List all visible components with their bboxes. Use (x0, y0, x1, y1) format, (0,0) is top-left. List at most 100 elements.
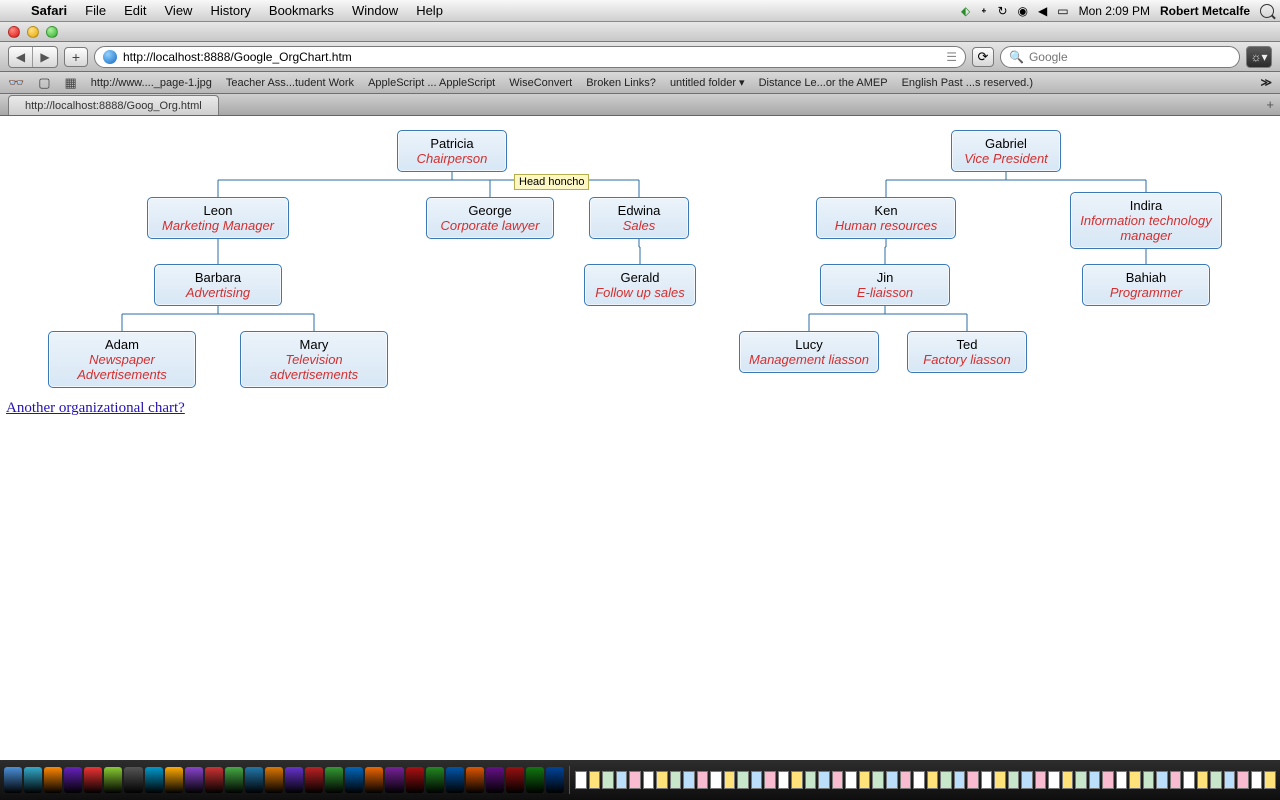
back-button[interactable]: ◀ (9, 47, 33, 67)
zoom-button[interactable] (46, 26, 58, 38)
dock-app-icon[interactable] (104, 767, 122, 793)
dock-app-icon[interactable] (325, 767, 343, 793)
dock-minimized-window[interactable] (1264, 771, 1276, 789)
dock-minimized-window[interactable] (886, 771, 898, 789)
dock-minimized-window[interactable] (1143, 771, 1155, 789)
spotlight-icon[interactable] (1260, 4, 1274, 18)
dock-minimized-window[interactable] (683, 771, 695, 789)
dock-app-icon[interactable] (285, 767, 303, 793)
org-node-bahiah[interactable]: BahiahProgrammer (1082, 264, 1210, 306)
dock-minimized-window[interactable] (805, 771, 817, 789)
dock-minimized-window[interactable] (575, 771, 587, 789)
dock-app-icon[interactable] (446, 767, 464, 793)
dock-minimized-window[interactable] (832, 771, 844, 789)
org-node-barbara[interactable]: BarbaraAdvertising (154, 264, 282, 306)
dock-minimized-window[interactable] (791, 771, 803, 789)
dock-minimized-window[interactable] (1210, 771, 1222, 789)
dock-app-icon[interactable] (426, 767, 444, 793)
dropbox-status-icon[interactable]: ⬖ (961, 4, 970, 18)
dock-minimized-window[interactable] (602, 771, 614, 789)
dock-app-icon[interactable] (345, 767, 363, 793)
bookmark-item[interactable]: English Past ...s reserved.) (902, 77, 1033, 89)
reading-list-icon[interactable]: 👓 (8, 75, 24, 91)
dock-minimized-window[interactable] (643, 771, 655, 789)
dock-minimized-window[interactable] (818, 771, 830, 789)
bookmark-item[interactable]: Distance Le...or the AMEP (759, 77, 888, 89)
dock-minimized-window[interactable] (1048, 771, 1060, 789)
dock-minimized-window[interactable] (616, 771, 628, 789)
dock-app-icon[interactable] (506, 767, 524, 793)
dock-minimized-window[interactable] (629, 771, 641, 789)
dock-minimized-window[interactable] (1237, 771, 1249, 789)
org-node-indira[interactable]: IndiraInformation technology manager (1070, 192, 1222, 249)
dock-app-icon[interactable] (145, 767, 163, 793)
search-input[interactable] (1029, 50, 1231, 64)
dock-app-icon[interactable] (305, 767, 323, 793)
new-tab-button[interactable]: + (1266, 97, 1274, 112)
menubar-clock[interactable]: Mon 2:09 PM (1079, 4, 1150, 18)
file-menu[interactable]: File (76, 3, 115, 18)
dock-minimized-window[interactable] (697, 771, 709, 789)
dock-minimized-window[interactable] (670, 771, 682, 789)
dock-app-icon[interactable] (4, 767, 22, 793)
dock-minimized-window[interactable] (1035, 771, 1047, 789)
dock-minimized-window[interactable] (656, 771, 668, 789)
timemachine-status-icon[interactable]: ↻ (997, 4, 1007, 18)
dock-minimized-window[interactable] (981, 771, 993, 789)
bookmark-item[interactable]: http://www...._page-1.jpg (91, 77, 212, 89)
view-menu[interactable]: View (156, 3, 202, 18)
dock-minimized-window[interactable] (872, 771, 884, 789)
org-node-jin[interactable]: JinE-liaisson (820, 264, 950, 306)
org-node-edwina[interactable]: EdwinaSales (589, 197, 689, 239)
browser-tab[interactable]: http://localhost:8888/Goog_Org.html (8, 95, 219, 115)
org-node-patricia[interactable]: PatriciaChairperson (397, 130, 507, 172)
history-menu[interactable]: History (201, 3, 259, 18)
dock-minimized-window[interactable] (1170, 771, 1182, 789)
bookmark-item[interactable]: AppleScript ... AppleScript (368, 77, 495, 89)
dock-minimized-window[interactable] (845, 771, 857, 789)
dock-app-icon[interactable] (365, 767, 383, 793)
dock-minimized-window[interactable] (589, 771, 601, 789)
bookmark-item[interactable]: Broken Links? (586, 77, 656, 89)
topsites-icon[interactable]: ▦ (64, 75, 76, 91)
dock-minimized-window[interactable] (737, 771, 749, 789)
bookmarks-overflow-icon[interactable]: ≫ (1260, 76, 1272, 89)
dock-minimized-window[interactable] (778, 771, 790, 789)
app-menu[interactable]: Safari (22, 3, 76, 18)
dock-app-icon[interactable] (265, 767, 283, 793)
dock-app-icon[interactable] (546, 767, 564, 793)
dock-app-icon[interactable] (205, 767, 223, 793)
bookmark-item[interactable]: WiseConvert (509, 77, 572, 89)
dock-minimized-window[interactable] (710, 771, 722, 789)
help-menu[interactable]: Help (407, 3, 452, 18)
dock-app-icon[interactable] (165, 767, 183, 793)
dock-app-icon[interactable] (64, 767, 82, 793)
dock-minimized-window[interactable] (1062, 771, 1074, 789)
dock-minimized-window[interactable] (1129, 771, 1141, 789)
minimize-button[interactable] (27, 26, 39, 38)
dock-app-icon[interactable] (225, 767, 243, 793)
dock-minimized-window[interactable] (1183, 771, 1195, 789)
dock-minimized-window[interactable] (940, 771, 952, 789)
dock-minimized-window[interactable] (927, 771, 939, 789)
dock-app-icon[interactable] (526, 767, 544, 793)
dock-minimized-window[interactable] (913, 771, 925, 789)
dock-minimized-window[interactable] (1224, 771, 1236, 789)
address-bar[interactable]: http://localhost:8888/Google_OrgChart.ht… (94, 46, 966, 68)
show-bookmarks-icon[interactable]: ▢ (38, 75, 50, 91)
dock-app-icon[interactable] (84, 767, 102, 793)
dock-minimized-window[interactable] (900, 771, 912, 789)
dock-minimized-window[interactable] (967, 771, 979, 789)
reader-rss-icon[interactable]: ☰ (946, 50, 957, 64)
dock-minimized-window[interactable] (1116, 771, 1128, 789)
dock-app-icon[interactable] (245, 767, 263, 793)
dock-app-icon[interactable] (24, 767, 42, 793)
dock-app-icon[interactable] (385, 767, 403, 793)
dock-minimized-window[interactable] (724, 771, 736, 789)
dock-app-icon[interactable] (44, 767, 62, 793)
dock-app-icon[interactable] (466, 767, 484, 793)
another-chart-link[interactable]: Another organizational chart? (6, 400, 185, 417)
dock-minimized-window[interactable] (859, 771, 871, 789)
forward-button[interactable]: ▶ (33, 47, 57, 67)
close-button[interactable] (8, 26, 20, 38)
